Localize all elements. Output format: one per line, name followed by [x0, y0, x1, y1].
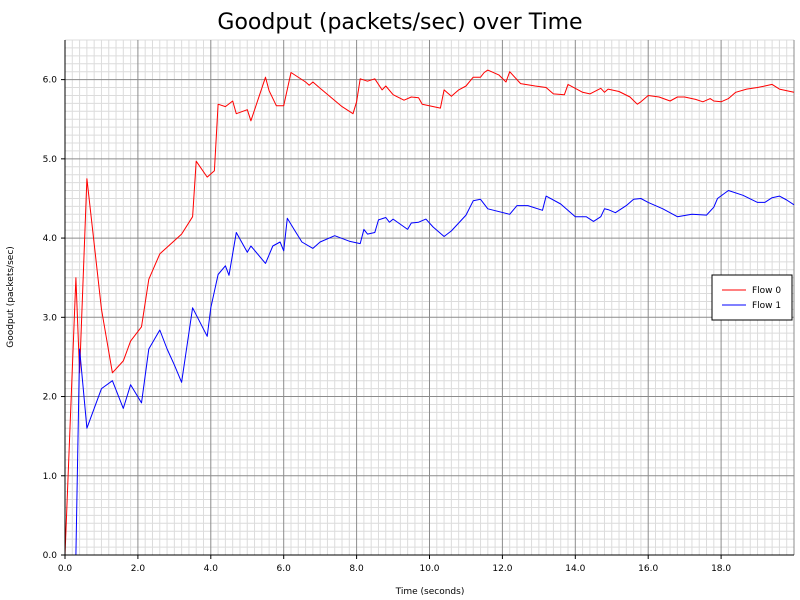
x-tick-label: 12.0 [492, 564, 512, 574]
x-tick-label: 14.0 [565, 564, 585, 574]
plot-series [64, 69, 795, 556]
y-tick-label: 6.0 [43, 76, 58, 86]
y-axis-ticks: 0.0 1.0 2.0 3.0 4.0 5.0 6.0 [43, 76, 65, 561]
x-tick-label: 2.0 [131, 564, 146, 574]
y-tick-label: 2.0 [43, 393, 58, 403]
x-axis-ticks: 0.0 2.0 4.0 6.0 8.0 10.0 12.0 14.0 16.0 18.0 [58, 555, 731, 574]
legend-label-flow-0: Flow 0 [752, 286, 781, 296]
y-tick-label: 1.0 [43, 472, 58, 482]
chart-title: Goodput (packets/sec) over Time [217, 10, 582, 35]
legend-box [711, 274, 793, 321]
x-tick-label: 18.0 [711, 564, 731, 574]
series-line-flow-1 [65, 190, 795, 556]
x-tick-label: 6.0 [277, 564, 292, 574]
x-tick-label: 16.0 [638, 564, 658, 574]
x-tick-label: 4.0 [204, 564, 219, 574]
x-tick-label: 10.0 [419, 564, 439, 574]
legend: Flow 0 Flow 1 [711, 274, 793, 321]
y-tick-label: 5.0 [43, 155, 58, 165]
legend-label-flow-1: Flow 1 [752, 301, 781, 311]
y-tick-label: 3.0 [43, 313, 58, 323]
y-tick-label: 4.0 [43, 234, 58, 244]
y-tick-label: 0.0 [43, 551, 58, 561]
series-line-flow-0 [64, 69, 795, 556]
x-tick-label: 0.0 [58, 564, 73, 574]
x-tick-label: 8.0 [349, 564, 364, 574]
x-axis-label: Time (seconds) [395, 587, 465, 597]
y-axis-label: Goodput (packets/sec) [6, 246, 16, 348]
